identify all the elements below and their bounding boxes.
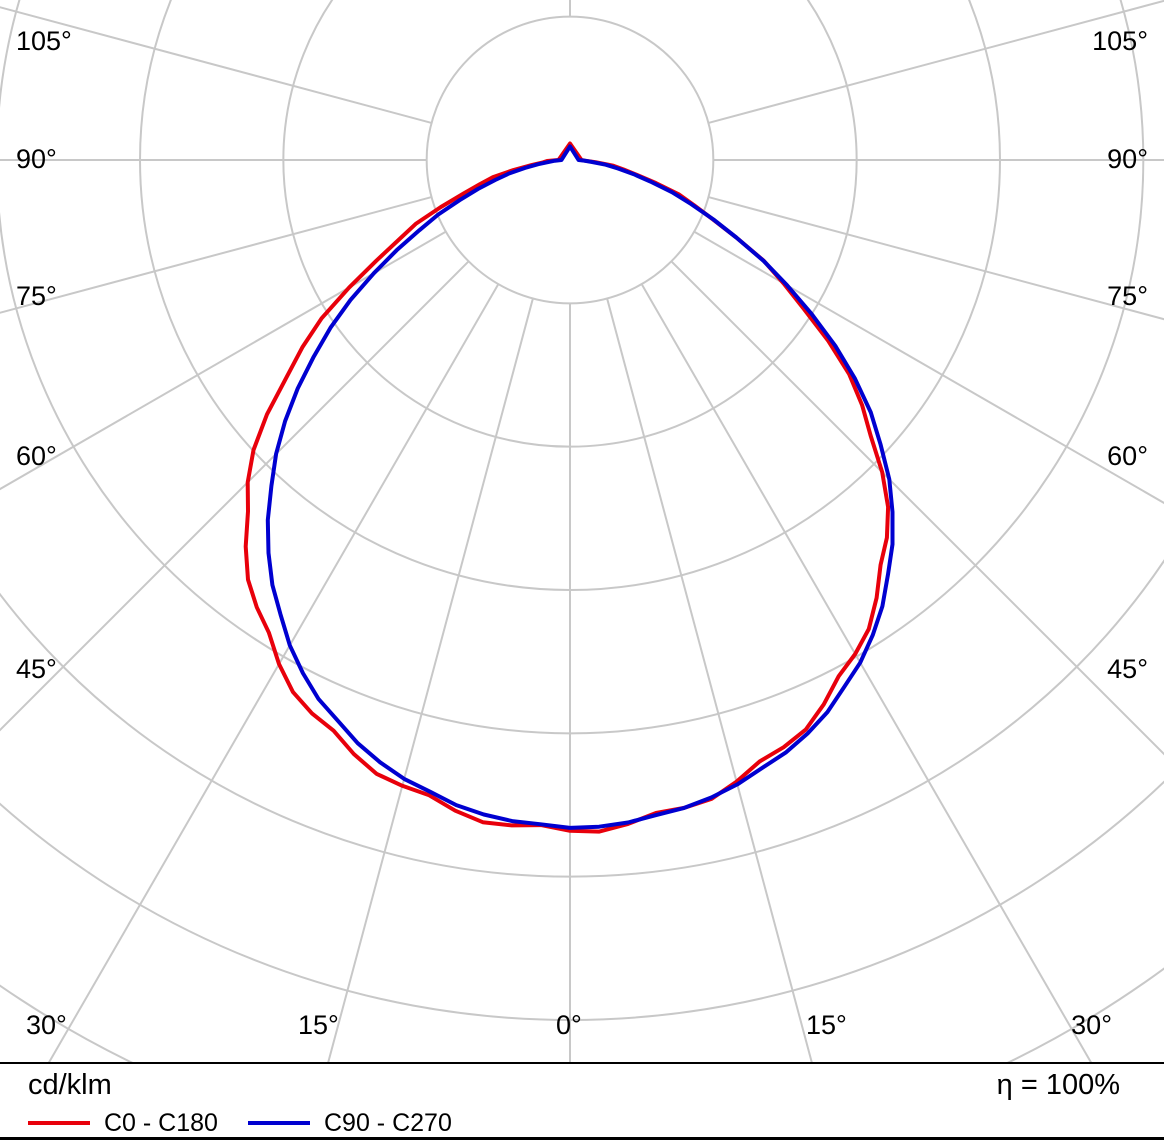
angle-label: 105° — [16, 26, 72, 56]
unit-label: cd/klm — [28, 1069, 112, 1101]
grid-ring — [425, 15, 715, 305]
grid-ring — [0, 558, 1164, 878]
polar-photometric-chart: 105° 90° 75° 60° 45° 105° 90° 75° 60° 45° 30° 15° 0°… — [0, 0, 1164, 1062]
legend-swatch-red-line — [28, 1121, 90, 1125]
legend-label-c0-c180: C0 - C180 — [104, 1108, 218, 1137]
angle-label: 60° — [16, 441, 57, 471]
angle-label: 75° — [16, 281, 57, 311]
efficiency-label: η = 100% — [996, 1069, 1120, 1101]
grid-radial-line — [640, 283, 1092, 1062]
angle-label: 15° — [806, 1010, 847, 1040]
grid-radial-line — [0, 260, 470, 732]
angle-label: 75° — [1107, 281, 1148, 311]
legend-item-c0-c180: C0 - C180 — [28, 1108, 218, 1137]
angle-label: 30° — [26, 1010, 67, 1040]
angle-label: 45° — [16, 654, 57, 684]
grid-radial-line — [0, 230, 447, 491]
legend-swatch-blue-line — [248, 1121, 310, 1125]
angle-label: 30° — [1071, 1010, 1112, 1040]
angle-label: 0° — [556, 1010, 582, 1040]
grid-radial-line — [0, 196, 432, 314]
angle-label: 90° — [16, 144, 57, 174]
legend-area: cd/klm η = 100% C0 - C180 C90 - C270 — [0, 1062, 1164, 1140]
grid-radial-line — [693, 230, 1164, 505]
grid-radial-line — [708, 0, 1164, 124]
grid-radial-line — [606, 298, 813, 1062]
grid-radial-line — [0, 6, 432, 124]
grid-radial-line — [708, 196, 1164, 321]
curve-c90-c270 — [265, 144, 895, 830]
grid-radial-line — [327, 298, 534, 1062]
angle-label: 15° — [298, 1010, 339, 1040]
legend-item-c90-c270: C90 - C270 — [248, 1108, 452, 1137]
angle-label: 90° — [1107, 144, 1148, 174]
grid-ring — [0, 0, 1145, 735]
angle-label: 45° — [1107, 654, 1148, 684]
grid-radial-line — [48, 283, 500, 1062]
angle-label: 105° — [1092, 26, 1148, 56]
grid-ring — [0, 780, 1164, 1021]
legend-label-c90-c270: C90 - C270 — [324, 1108, 452, 1137]
grid-radial-line — [670, 260, 1164, 756]
angle-label: 60° — [1107, 441, 1148, 471]
